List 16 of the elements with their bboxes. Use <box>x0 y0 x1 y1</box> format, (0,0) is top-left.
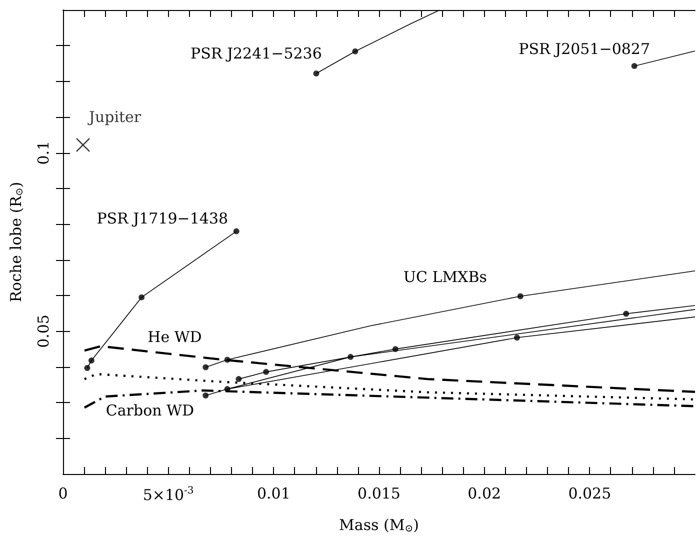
x-tick-label: 0.025 <box>568 484 612 502</box>
series-label: PSR J2241−5236 <box>190 44 322 63</box>
y-tick-label: 0.1 <box>34 140 52 165</box>
series-label: PSR J1719−1438 <box>96 209 228 228</box>
y-axis-title: Roche lobe (R⊙) <box>7 182 26 302</box>
series-label: Carbon WD <box>106 402 194 420</box>
x-axis-title: Mass (M⊙) <box>339 516 419 534</box>
series-label: Jupiter <box>86 108 142 126</box>
x-tick-label: 0.02 <box>468 484 502 502</box>
series-label: PSR J2051−0827 <box>518 40 650 58</box>
x-tick-label: 0.015 <box>358 484 400 502</box>
x-tick-label: 0.01 <box>256 484 290 502</box>
series-label: He WD <box>148 328 202 346</box>
series-label: UC LMXBs <box>403 268 487 286</box>
y-tick-label: 0.05 <box>34 314 52 348</box>
x-tick-label: 0 <box>58 484 68 502</box>
